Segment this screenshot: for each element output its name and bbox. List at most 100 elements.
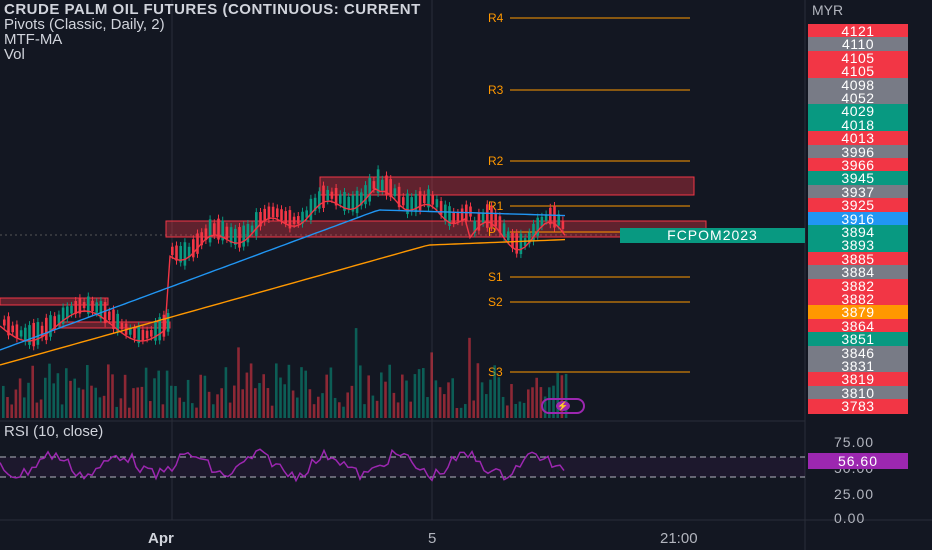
volume-bar (291, 390, 295, 418)
candle-body (276, 208, 279, 218)
time-label-2100: 21:00 (660, 530, 698, 547)
volume-bar (443, 394, 446, 418)
volume-bar (262, 374, 265, 418)
volume-bar (14, 389, 18, 418)
candle-body (66, 306, 69, 319)
price-label: 3966 (808, 158, 908, 173)
candle-body (213, 223, 216, 235)
rsi-value-badge: 56.60 (808, 453, 908, 469)
candle-body (452, 211, 455, 224)
candle-body (435, 199, 439, 208)
volume-bar (321, 393, 324, 418)
candle-body (439, 201, 443, 215)
volume-bar (203, 375, 207, 418)
volume-bar (161, 404, 165, 418)
candle-body (376, 169, 380, 193)
candle-body (414, 193, 418, 213)
candle-body (15, 324, 19, 339)
volume-bar (417, 369, 421, 418)
pivot-label: S1 (488, 270, 503, 284)
candle-body (137, 326, 140, 344)
candle-body (45, 317, 48, 341)
volume-bar (245, 372, 249, 418)
candle-body (309, 198, 313, 220)
volume-bar (195, 407, 198, 418)
volume-bar (363, 404, 366, 418)
volume-bar (329, 367, 333, 418)
price-label: 3882 (808, 278, 908, 294)
volume-bar (409, 401, 412, 418)
price-label: 3882 (808, 292, 908, 307)
volume-bar (527, 389, 530, 418)
flash-button[interactable]: ⚡ (541, 398, 585, 414)
volume-bar (413, 374, 417, 418)
candle-body (150, 330, 153, 337)
candle-body (7, 316, 10, 336)
candle-body (423, 194, 426, 204)
volume-bar (531, 387, 534, 418)
candle-body (162, 314, 166, 337)
indicator-volume[interactable]: Vol (4, 46, 25, 63)
symbol-price-tag: FCPOM2023 (620, 228, 805, 243)
candle-body (234, 228, 237, 245)
candle-body (372, 181, 376, 189)
price-label: 4052 (808, 91, 908, 106)
volume-bar (35, 402, 39, 418)
volume-bar (333, 397, 337, 418)
ma-fast-line (0, 187, 566, 342)
candle-body (36, 322, 40, 345)
candle-body (61, 307, 65, 324)
candle-body (549, 207, 552, 225)
volume-bar (468, 337, 471, 418)
volume-bar (123, 374, 127, 418)
volume-bar (27, 382, 30, 418)
volume-bar (464, 404, 467, 418)
volume-bar (451, 378, 454, 418)
candle-body (208, 219, 212, 243)
price-label: 3916 (808, 211, 908, 227)
volume-bar (367, 375, 370, 418)
candle-body (28, 325, 31, 345)
candle-body (532, 223, 535, 242)
indicator-mtf-ma[interactable]: MTF-MA (4, 31, 63, 48)
volume-bar (165, 370, 169, 418)
candle-body (11, 325, 14, 333)
candle-body (87, 296, 90, 314)
candle-body (406, 193, 409, 215)
volume-bar (275, 363, 278, 418)
volume-bar (338, 402, 341, 418)
volume-bar (233, 385, 236, 418)
candle-body (179, 246, 182, 263)
candle-body (40, 325, 44, 338)
volume-bar (434, 380, 438, 418)
volume-bar (212, 404, 215, 418)
volume-bar (325, 374, 328, 418)
volume-bar (518, 401, 522, 418)
volume-bar (308, 389, 312, 418)
candle-body (456, 212, 460, 222)
price-label: 3851 (808, 332, 908, 348)
volume-bar (191, 403, 194, 418)
volume-bar (178, 397, 181, 418)
candle-body (19, 330, 23, 337)
candle-body (166, 313, 170, 332)
candle-body (3, 319, 6, 326)
indicator-pivots[interactable]: Pivots (Classic, Daily, 2) (4, 16, 165, 33)
volume-bar (258, 383, 261, 418)
volume-bar (170, 385, 173, 418)
volume-bar (249, 363, 253, 418)
rsi-legend[interactable]: RSI (10, close) (4, 423, 104, 440)
candle-body (511, 232, 514, 249)
candle-body (246, 223, 250, 243)
ma-slow-line (0, 238, 566, 366)
volume-bar (493, 365, 496, 418)
pivot-label: R3 (488, 83, 504, 97)
price-label: 3846 (808, 345, 908, 361)
price-label: 4029 (808, 104, 908, 120)
volume-bar (560, 375, 564, 418)
price-label: 4110 (808, 37, 908, 53)
currency-label[interactable]: MYR (812, 2, 844, 18)
candle-body (78, 298, 82, 314)
candle-body (536, 217, 539, 236)
